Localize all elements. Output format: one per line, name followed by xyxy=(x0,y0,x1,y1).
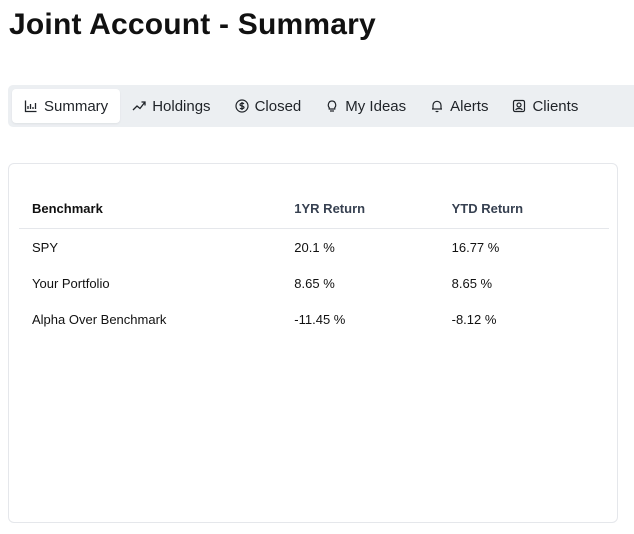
chart-icon xyxy=(24,99,38,113)
column-header-benchmark: Benchmark xyxy=(19,188,295,229)
tab-bar: Summary Holdings Closed My Ideas xyxy=(8,85,634,127)
tab-label: My Ideas xyxy=(345,97,407,115)
tab-holdings[interactable]: Holdings xyxy=(120,89,222,123)
tab-my-ideas[interactable]: My Ideas xyxy=(313,89,418,123)
tab-label: Alerts xyxy=(450,97,489,115)
lightbulb-icon xyxy=(325,99,339,113)
ytd-return: 8.65 % xyxy=(451,275,493,291)
column-header-1yr-return: 1YR Return xyxy=(294,188,452,229)
tab-label: Closed xyxy=(254,97,302,115)
tab-summary[interactable]: Summary xyxy=(12,89,121,123)
benchmark-name: Your Portfolio xyxy=(32,275,110,291)
benchmark-name: Alpha Over Benchmark xyxy=(32,311,167,327)
ytd-return: -8.12 % xyxy=(451,311,497,327)
table-row: SPY 20.1 % 16.77 % xyxy=(19,229,609,266)
tab-label: Clients xyxy=(532,97,579,115)
benchmark-card: Benchmark 1YR Return YTD Return SPY 20.1… xyxy=(8,163,618,523)
tab-label: Holdings xyxy=(152,97,211,115)
page-title: Joint Account - Summary xyxy=(9,8,376,41)
table-row: Alpha Over Benchmark -11.45 % -8.12 % xyxy=(19,301,609,337)
dollar-circle-icon xyxy=(234,99,249,113)
one-year-return: 8.65 % xyxy=(294,275,335,291)
benchmark-table: Benchmark 1YR Return YTD Return SPY 20.1… xyxy=(19,188,609,337)
tab-alerts[interactable]: Alerts xyxy=(418,89,500,123)
tab-label: Summary xyxy=(44,97,109,115)
bell-icon xyxy=(430,99,444,113)
ytd-return: 16.77 % xyxy=(451,239,500,255)
one-year-return: 20.1 % xyxy=(294,239,335,255)
table-header-row: Benchmark 1YR Return YTD Return xyxy=(19,188,609,229)
benchmark-name: SPY xyxy=(32,239,59,255)
table-row: Your Portfolio 8.65 % 8.65 % xyxy=(19,265,609,301)
tab-closed[interactable]: Closed xyxy=(223,89,314,123)
column-header-ytd-return: YTD Return xyxy=(451,188,609,229)
contact-icon xyxy=(512,99,526,113)
trend-icon xyxy=(132,99,146,113)
one-year-return: -11.45 % xyxy=(294,311,346,327)
tab-clients[interactable]: Clients xyxy=(500,89,590,123)
